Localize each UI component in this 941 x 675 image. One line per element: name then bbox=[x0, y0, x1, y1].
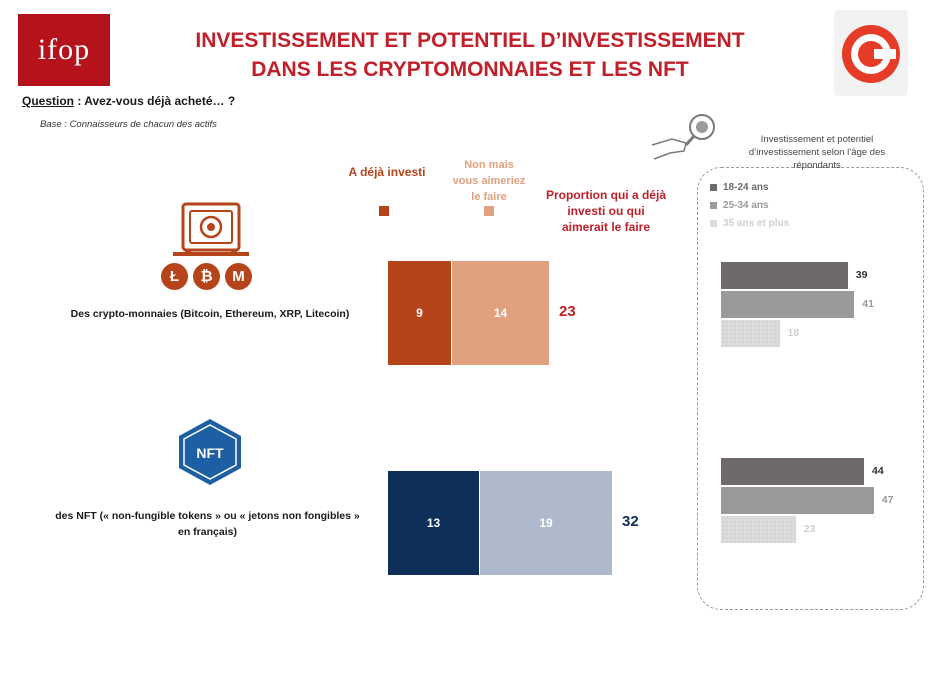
legend-proportion-label: Proportion qui a déjà investi ou qui aim… bbox=[536, 187, 676, 235]
age-bar bbox=[721, 487, 874, 514]
coin-icons: Ł ₿ M bbox=[161, 263, 252, 290]
bar-segment-would-like: 14 bbox=[451, 261, 549, 365]
bitcoin-icon: ₿ bbox=[193, 263, 220, 290]
title-line-2: DANS LES CRYPTOMONNAIES ET LES NFT bbox=[251, 58, 689, 81]
legend-invested-label: A déjà investi bbox=[348, 165, 426, 179]
age-bar bbox=[721, 516, 796, 543]
legend-proportion-line-2: investi ou qui bbox=[567, 204, 645, 218]
bar-value-label: 13 bbox=[426, 516, 441, 530]
nft-hexagon-icon: NFT bbox=[179, 419, 241, 485]
age-bar bbox=[721, 262, 848, 289]
age-bar-value: 41 bbox=[862, 298, 874, 310]
bar-value-label: 19 bbox=[539, 516, 553, 530]
monero-glyph: M bbox=[232, 268, 245, 285]
age-bar-value: 47 bbox=[881, 494, 894, 506]
nft-row-label-line-1: des NFT (« non-fungible tokens » ou « je… bbox=[55, 510, 360, 522]
nft-row-label-line-2: en français) bbox=[178, 526, 237, 538]
litecoin-glyph: Ł bbox=[169, 268, 180, 285]
age-bar bbox=[721, 291, 855, 318]
legend-invested-swatch bbox=[379, 206, 389, 216]
bar-value-label: 14 bbox=[493, 306, 508, 320]
age-bar-value: 44 bbox=[872, 465, 884, 477]
age-legend-item: 25-34 ans bbox=[710, 200, 789, 211]
crypto-safe-icon bbox=[173, 202, 249, 256]
age-panel-title-line-1: Investissement et potentiel bbox=[760, 134, 874, 145]
age-bar-value: 23 bbox=[803, 523, 816, 535]
age-bar bbox=[721, 458, 864, 485]
nft-row-label: des NFT (« non-fungible tokens » ou « je… bbox=[30, 508, 385, 540]
magnifier-hand-icon bbox=[651, 114, 715, 160]
age-bar-value: 39 bbox=[855, 269, 868, 281]
age-legend: 18-24 ans 25-34 ans 35 ans et plus bbox=[710, 182, 789, 229]
age-legend-label-35-plus: 35 ans et plus bbox=[723, 218, 790, 229]
age-legend-label-25-34: 25-34 ans bbox=[723, 200, 769, 211]
bitcoin-glyph: ₿ bbox=[200, 268, 213, 285]
legend-proportion-line-1: Proportion qui a déjà bbox=[545, 188, 666, 202]
age-legend-label-18-24: 18-24 ans bbox=[723, 182, 769, 193]
question-text: : Avez-vous déjà acheté… ? bbox=[74, 94, 236, 108]
age-legend-item: 18-24 ans bbox=[710, 182, 789, 193]
age-legend-swatch bbox=[710, 184, 717, 191]
bar-total-label: 32 bbox=[622, 513, 639, 530]
base-note: Base : Connaisseurs de chacun des actifs bbox=[40, 119, 217, 130]
question-label: Question bbox=[22, 94, 75, 108]
bar-segment-would-like: 19 bbox=[479, 471, 612, 575]
title-line-1: INVESTISSEMENT ET POTENTIEL D’INVESTISSE… bbox=[195, 29, 745, 52]
age-panel bbox=[697, 167, 924, 610]
nft-icon-text: NFT bbox=[196, 445, 224, 461]
legend-would-line-1: Non mais bbox=[464, 159, 514, 171]
bar-value-label: 9 bbox=[416, 306, 423, 320]
ifop-logo: ifop bbox=[18, 14, 110, 86]
legend-would-label: Non mais vous aimeriez le faire bbox=[444, 157, 534, 205]
bar-segment-invested: 13 bbox=[388, 471, 479, 575]
age-legend-swatch bbox=[710, 220, 717, 227]
page-title: INVESTISSEMENT ET POTENTIEL D’INVESTISSE… bbox=[150, 26, 790, 84]
litecoin-icon: Ł bbox=[161, 263, 188, 290]
bar-segment-invested: 9 bbox=[388, 261, 451, 365]
monero-icon: M bbox=[225, 263, 252, 290]
legend-would-line-2: vous aimeriez bbox=[452, 175, 526, 187]
age-bar-value: 18 bbox=[787, 327, 800, 339]
age-bar bbox=[721, 320, 780, 347]
question: Question : Avez-vous déjà acheté… ? bbox=[22, 94, 235, 108]
age-legend-item: 35 ans et plus bbox=[710, 218, 789, 229]
crypto-row-label: Des crypto-monnaies (Bitcoin, Ethereum, … bbox=[70, 308, 350, 320]
legend-would-swatch bbox=[484, 206, 494, 216]
legend-would-line-3: le faire bbox=[471, 191, 507, 203]
age-legend-swatch bbox=[710, 202, 717, 209]
age-panel-title: Investissement et potentiel d’investisse… bbox=[722, 133, 912, 172]
brand-logo-icon bbox=[834, 10, 908, 96]
age-panel-title-line-3: répondants bbox=[793, 160, 841, 171]
bar-total-label: 23 bbox=[559, 303, 576, 320]
legend-proportion-line-3: aimerait le faire bbox=[561, 220, 651, 234]
ifop-logo-text: ifop bbox=[37, 33, 91, 66]
age-panel-title-line-2: d’investissement selon l’âge des bbox=[748, 147, 886, 158]
